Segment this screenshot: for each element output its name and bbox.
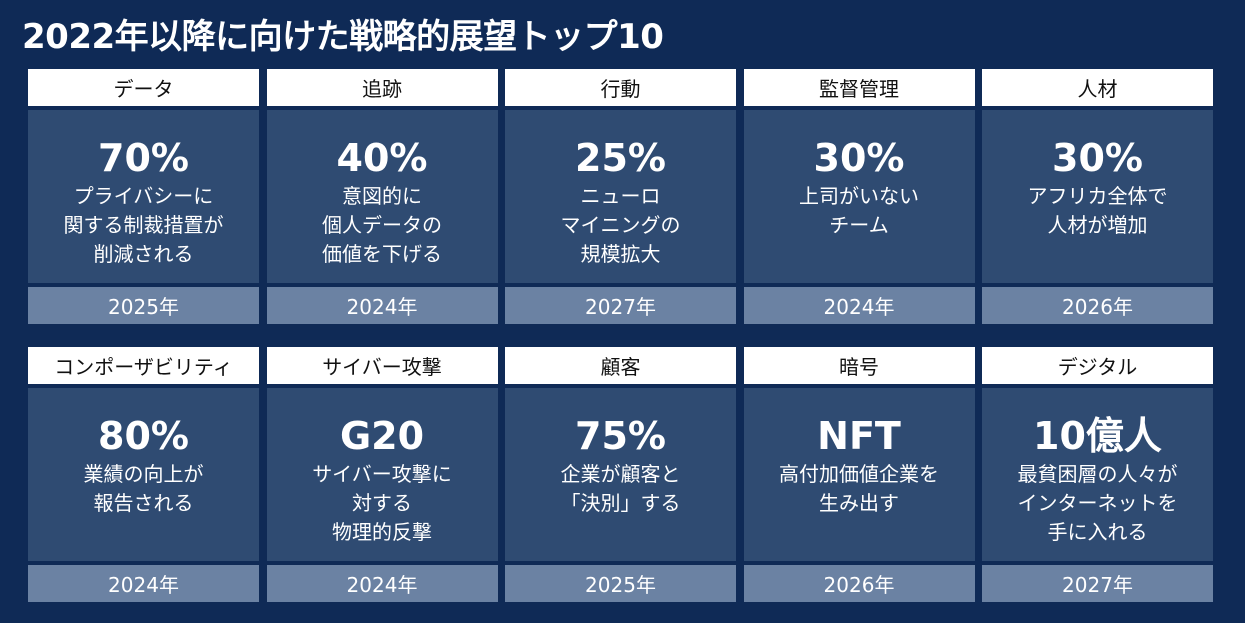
prediction-card: サイバー攻撃 G20 サイバー攻撃に 対する 物理的反撃 2024年 [266,347,498,602]
card-description-line: 規模拡大 [580,242,661,266]
card-stat: 30% [813,136,905,180]
card-description: 意図的に 個人データの 価値を下げる [322,182,442,269]
card-body: 70% プライバシーに 関する制裁措置が 削減される [28,110,259,283]
card-body: 30% 上司がいない チーム [743,110,975,283]
card-category: コンポーザビリティ [28,347,259,384]
card-category: 顧客 [505,347,736,384]
prediction-card: 監督管理 30% 上司がいない チーム 2024年 [743,69,975,324]
card-description-line: 物理的反撃 [331,520,432,544]
card-description-line: 高付加価値企業を [779,462,939,486]
card-year: 2027年 [982,565,1213,602]
card-body: G20 サイバー攻撃に 対する 物理的反撃 [266,388,498,561]
card-stat: 80% [98,414,189,458]
card-body: 10億人 最貧困層の人々が インターネットを 手に入れる [982,388,1213,561]
card-description: ニューロ マイニングの 規模拡大 [561,182,681,269]
card-description: アフリカ全体で 人材が増加 [1028,182,1168,240]
card-body: 30% アフリカ全体で 人材が増加 [982,110,1213,283]
card-category: サイバー攻撃 [266,347,498,384]
card-description-line: 業績の向上が [83,462,204,486]
card-description-line: 最貧困層の人々が [1017,462,1178,486]
card-description-line: マイニングの [560,213,681,237]
card-body: NFT 高付加価値企業を 生み出す [743,388,975,561]
card-description-line: ニューロ [580,184,661,208]
card-stat: NFT [817,414,901,458]
card-description-line: 上司がいない [799,184,919,208]
card-stat: G20 [339,414,425,458]
prediction-grid: データ 70% プライバシーに 関する制裁措置が 削減される 2025年 追跡 … [28,69,1213,602]
card-description-line: 生み出す [819,491,899,515]
card-category: データ [28,69,259,106]
card-description-line: 関する制裁措置が [63,213,224,237]
card-description-line: アフリカ全体で [1027,184,1168,208]
card-stat: 75% [575,414,666,458]
card-stat: 40% [336,136,428,180]
card-description-line: 対する [351,491,412,515]
card-description-line: 価値を下げる [322,242,442,266]
card-description: サイバー攻撃に 対する 物理的反撃 [312,460,452,547]
card-description: プライバシーに 関する制裁措置が 削減される [64,182,224,269]
card-year: 2024年 [743,287,975,324]
card-description-line: 企業が顧客と [560,462,681,486]
card-description: 業績の向上が 報告される [84,460,204,518]
card-description-line: 個人データの [322,213,442,237]
card-category: 暗号 [743,347,975,384]
card-description-line: 「決別」する [560,491,681,515]
card-year: 2027年 [505,287,736,324]
prediction-card: 人材 30% アフリカ全体で 人材が増加 2026年 [982,69,1213,324]
prediction-card: 暗号 NFT 高付加価値企業を 生み出す 2026年 [743,347,975,602]
prediction-card: デジタル 10億人 最貧困層の人々が インターネットを 手に入れる 2027年 [982,347,1213,602]
card-stat: 25% [575,136,666,180]
card-description-line: プライバシーに [73,184,214,208]
card-description-line: 報告される [93,491,194,515]
prediction-card: データ 70% プライバシーに 関する制裁措置が 削減される 2025年 [28,69,259,324]
card-description: 最貧困層の人々が インターネットを 手に入れる [1018,460,1178,547]
card-category: 監督管理 [743,69,975,106]
card-description-line: 削減される [93,242,194,266]
card-year: 2024年 [266,565,498,602]
card-description: 上司がいない チーム [799,182,919,240]
card-description: 企業が顧客と 「決別」する [561,460,681,518]
card-body: 40% 意図的に 個人データの 価値を下げる [266,110,498,283]
card-body: 80% 業績の向上が 報告される [28,388,259,561]
prediction-card: 追跡 40% 意図的に 個人データの 価値を下げる 2024年 [266,69,498,324]
card-year: 2025年 [28,287,259,324]
card-stat: 70% [98,136,189,180]
card-description-line: サイバー攻撃に [312,462,452,486]
card-description-line: インターネットを [1017,491,1178,515]
card-year: 2026年 [982,287,1213,324]
prediction-card: コンポーザビリティ 80% 業績の向上が 報告される 2024年 [28,347,259,602]
prediction-card: 顧客 75% 企業が顧客と 「決別」する 2025年 [505,347,736,602]
card-category: 人材 [982,69,1213,106]
card-body: 75% 企業が顧客と 「決別」する [505,388,736,561]
card-year: 2025年 [505,565,736,602]
card-description-line: チーム [829,213,889,237]
page-title: 2022年以降に向けた戦略的展望トップ10 [22,17,664,57]
card-year: 2024年 [28,565,259,602]
card-stat: 30% [1052,136,1143,180]
card-description-line: 手に入れる [1047,520,1148,544]
card-stat: 10億人 [1033,414,1162,458]
card-description-line: 意図的に [342,184,422,208]
card-category: 行動 [505,69,736,106]
prediction-card: 行動 25% ニューロ マイニングの 規模拡大 2027年 [505,69,736,324]
card-description: 高付加価値企業を 生み出す [779,460,939,518]
card-category: デジタル [982,347,1213,384]
card-year: 2026年 [743,565,975,602]
card-body: 25% ニューロ マイニングの 規模拡大 [505,110,736,283]
card-description-line: 人材が増加 [1047,213,1148,237]
card-year: 2024年 [266,287,498,324]
card-category: 追跡 [266,69,498,106]
